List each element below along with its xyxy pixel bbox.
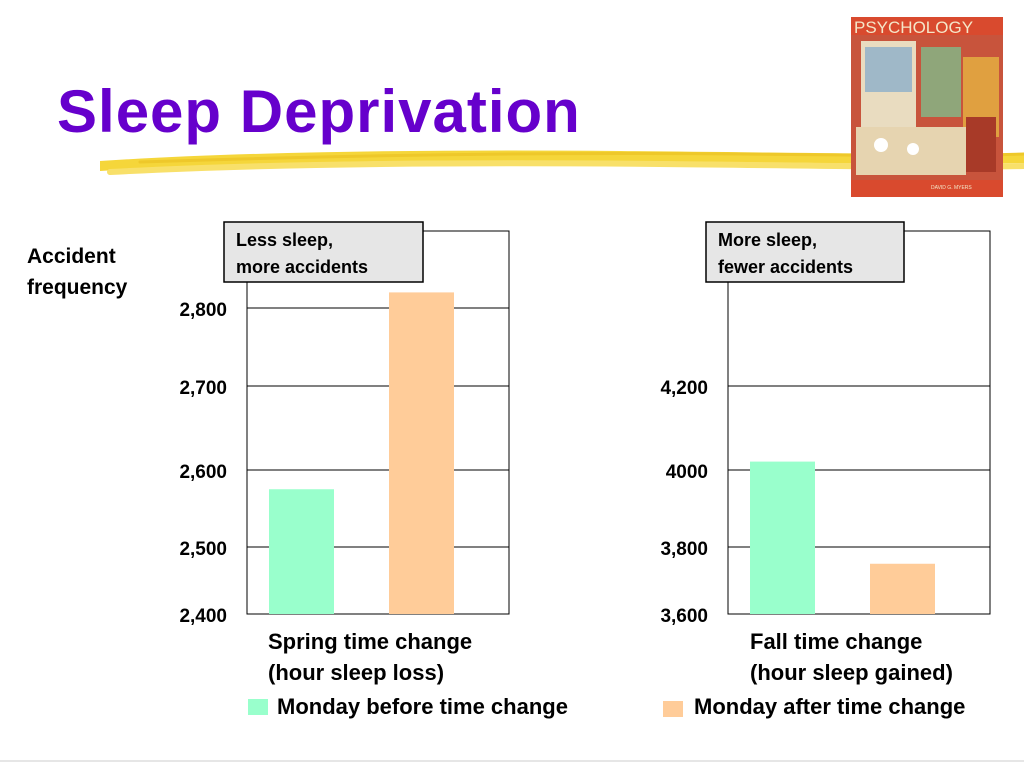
chart-0-x-label: Spring time change [268,629,472,654]
legend-label-after: Monday after time change [694,694,966,719]
y-axis-label-line-2: frequency [27,276,128,299]
chart-1-annotation-text: More sleep, [718,230,817,250]
chart-1-tick-label: 3,800 [660,539,708,560]
chart-0-tick-label: 2,700 [179,378,227,399]
y-axis-label-line-1: Accident [27,245,116,268]
chart-0-tick-label: 2,500 [179,539,227,560]
chart-1-tick-label: 4000 [666,462,708,483]
y-axis-label: Accident frequency [27,241,162,303]
chart-1-bar-after [870,563,935,614]
chart-1-tick-label: 3,600 [660,606,708,627]
chart-0-tick-label: 2,400 [179,606,227,627]
legend-label-before: Monday before time change [277,694,568,719]
chart-1-x-label: (hour sleep gained) [750,660,953,685]
charts-area: 2,400 2,500 2,600 2,700 2,800 Less sleep, more… [179,221,991,685]
chart-0-tick-label: 2,600 [179,462,227,483]
chart-1-bar-before [750,461,815,614]
chart-0-annotation-box [223,221,424,283]
legend-swatch-after [663,701,683,717]
chart-0-tick-label: 2,800 [179,300,227,321]
legend-swatch-before [248,699,268,715]
chart-0-annotation-text: more accidents [236,257,368,277]
chart-1-tick-label: 4,200 [660,378,708,399]
chart-1-annotation-box [705,221,905,283]
chart-0-bar-after [389,292,454,614]
bottom-rule [0,760,1024,762]
cover-author: DAVID G. MYERS [931,185,972,191]
cover-title: PSYCHOLOGY [854,18,973,37]
slide-title: Sleep Deprivation [57,78,581,145]
chart-0-annotation-text: Less sleep, [236,230,333,250]
book-cover-image: PSYCHOLOGY DAVID G. MYERS [851,17,1003,197]
chart-1-annotation-text: fewer accidents [718,257,853,277]
chart-0-bar-before [269,489,334,614]
chart-0-x-label: (hour sleep loss) [268,660,444,685]
chart-1-x-label: Fall time change [750,629,922,654]
